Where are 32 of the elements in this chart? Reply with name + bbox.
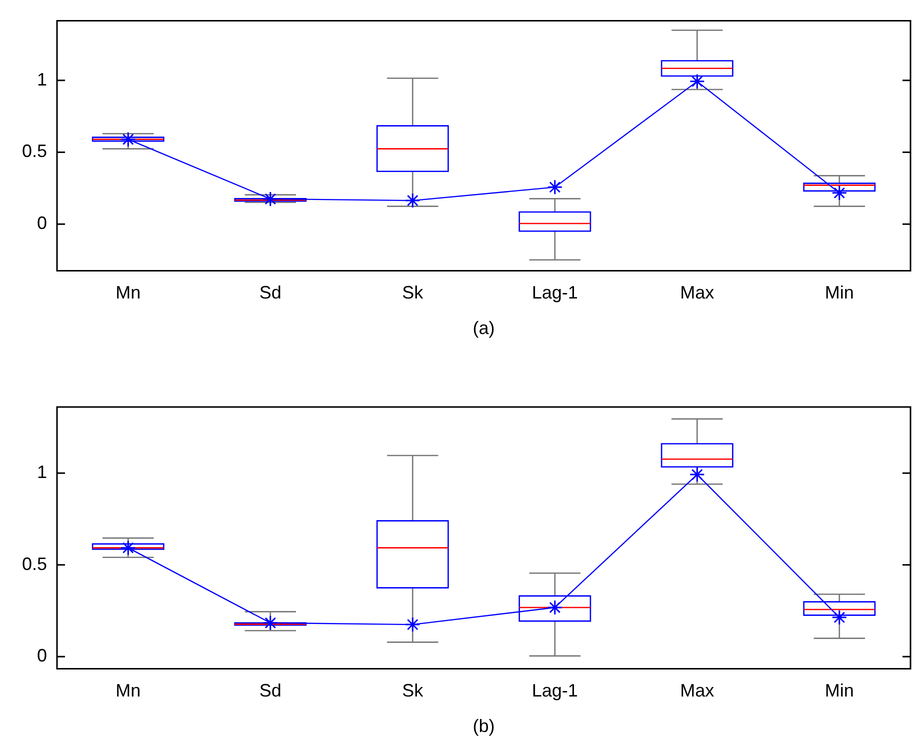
y-tick-label: 0 [36,646,47,666]
point [404,192,420,208]
x-tick-label: Lag-1 [532,282,578,303]
x-tick-label: Sk [402,282,424,303]
point [262,615,278,631]
x-tick-label: Max [680,282,714,303]
point [547,600,563,616]
x-tick-label: Sd [259,282,282,303]
point [404,616,420,632]
x-tick-label: Sd [259,680,282,701]
y-tick-label: 1 [36,69,47,90]
point [689,74,705,90]
point [120,132,136,148]
point [689,466,705,482]
y-tick-label: 0.5 [22,554,47,574]
x-axis-title: (a) [472,318,495,338]
x-tick-label: Lag-1 [532,680,578,701]
y-tick-label: 0 [36,213,47,234]
point [120,540,136,556]
x-tick-label: Max [680,680,714,701]
y-tick-label: 0.5 [22,141,47,162]
point [262,191,278,207]
x-tick-label: Mn [116,680,141,701]
x-tick-label: Min [824,680,854,701]
x-tick-label: Min [824,282,854,303]
point [832,610,848,626]
x-tick-label: Sk [402,680,424,701]
x-tick-label: Mn [116,282,141,303]
point [547,179,563,195]
x-axis-title: (b) [472,716,495,736]
y-tick-label: 1 [36,462,47,482]
point [832,185,848,201]
